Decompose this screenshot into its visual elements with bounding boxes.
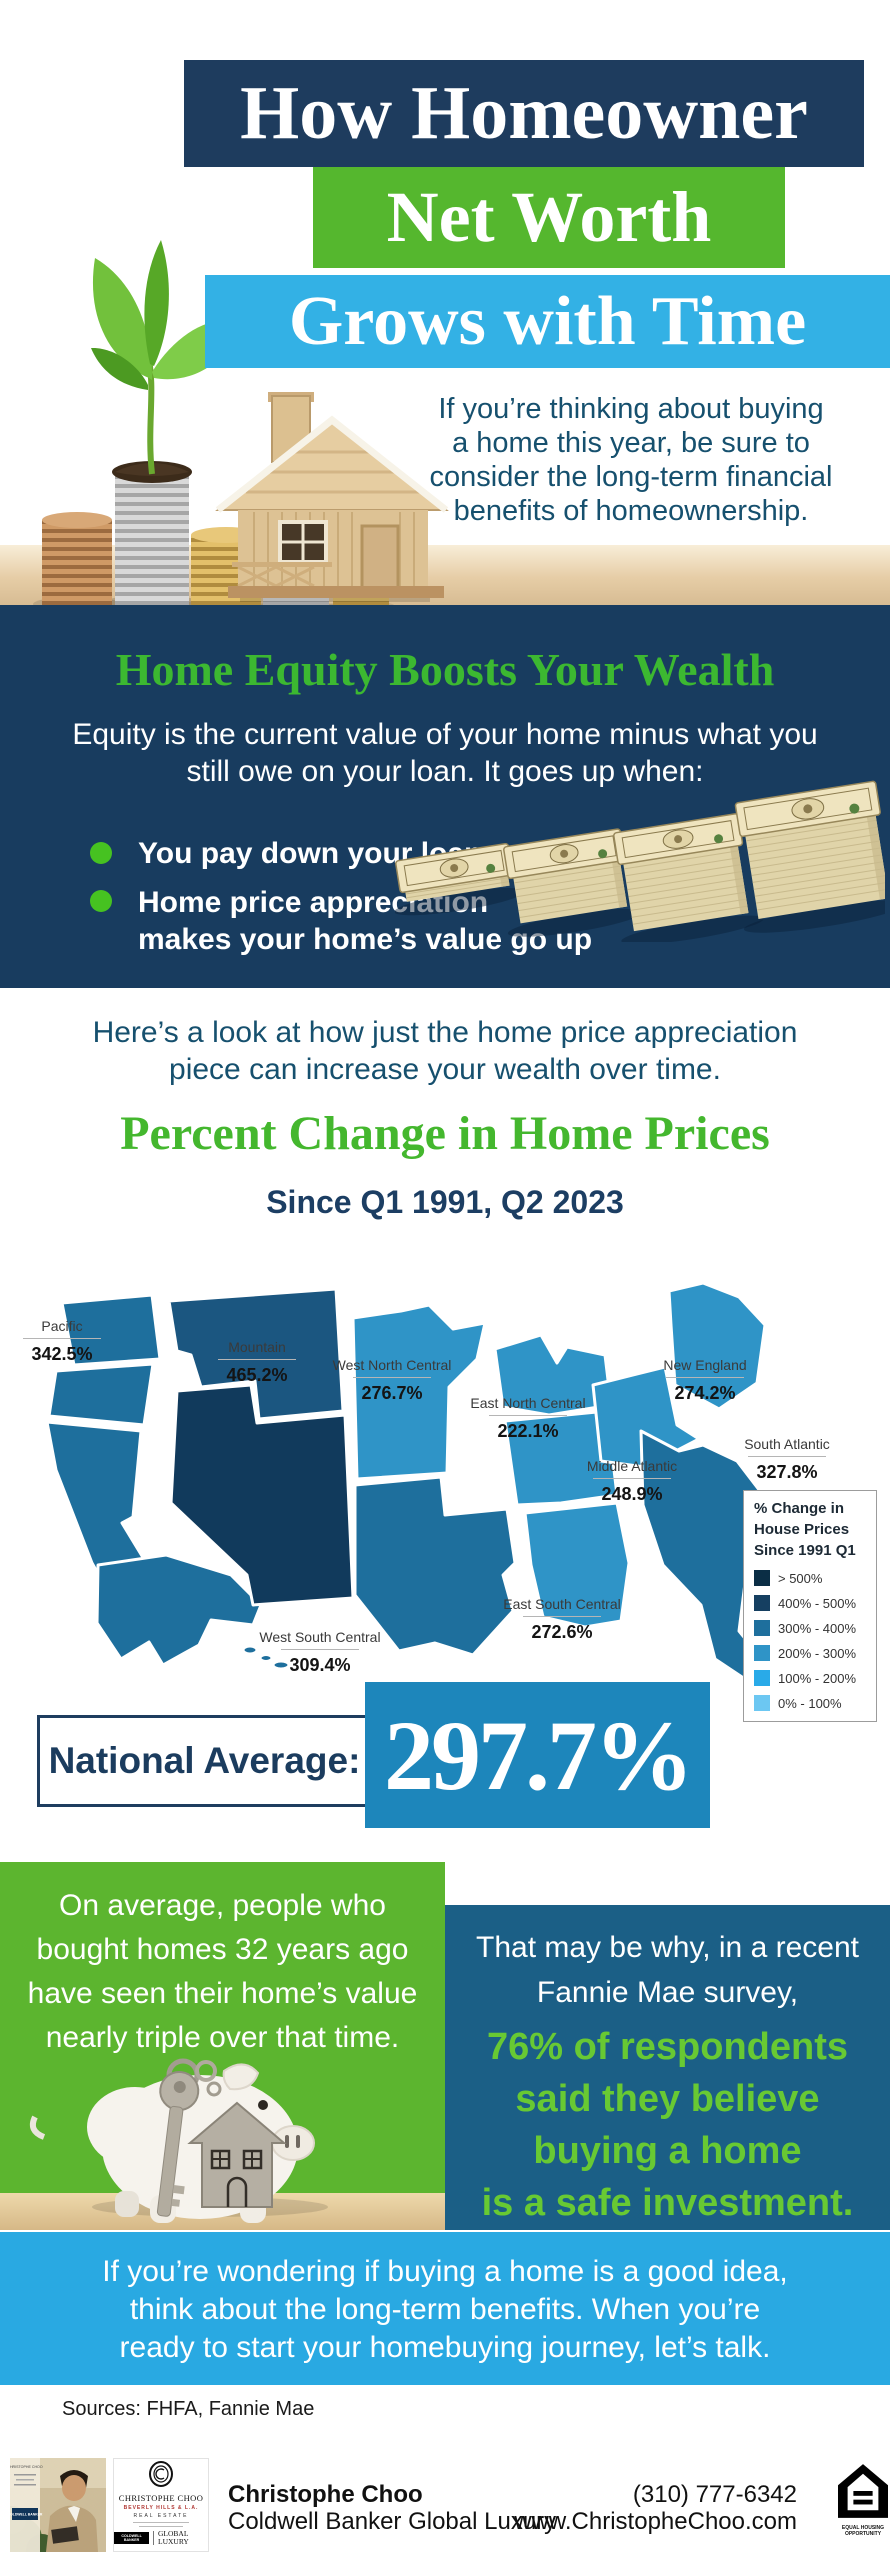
label-divider	[748, 1456, 826, 1457]
region-label-west-south-central: West South Central 309.4%	[259, 1629, 381, 1675]
region-label-new-england: New England 274.2%	[663, 1357, 747, 1403]
logo-brand-name: CHRISTOPHE CHOO	[118, 2493, 204, 2503]
equity-title: Home Equity Boosts Your Wealth	[115, 644, 775, 695]
legend-row: > 500%	[754, 1570, 872, 1586]
logo-area: BEVERLY HILLS & L.A.	[123, 2505, 199, 2511]
agent-logo-card: CHRISTOPHE CHOO BEVERLY HILLS & L.A. REA…	[113, 2458, 209, 2552]
map-legend: % Change in House Prices Since 1991 Q1 >…	[743, 1490, 877, 1722]
monogram-icon	[149, 2461, 173, 2487]
equal-housing-icon	[838, 2464, 888, 2518]
legend-swatch-2	[754, 1620, 770, 1636]
title-line2: Net Worth	[386, 177, 712, 257]
title-bar-line2: Net Worth	[313, 167, 785, 268]
label-divider	[23, 1338, 101, 1339]
legend-row: 100% - 200%	[754, 1670, 872, 1686]
label-divider	[281, 1649, 359, 1650]
piggy-bank-photo	[0, 2058, 445, 2230]
logo-divider	[133, 2522, 189, 2523]
title-bar-line3: Grows with Time	[205, 275, 890, 368]
label-divider	[489, 1415, 567, 1416]
map-title: Percent Change in Home Prices	[120, 1107, 770, 1160]
wooden-house-photo	[215, 392, 449, 602]
hero-intro-paragraph: If you’re thinking about buying a home t…	[429, 393, 833, 527]
legend-row: 200% - 300%	[754, 1645, 872, 1661]
agent-company: Coldwell Banker Global Luxury	[228, 2508, 557, 2535]
label-divider	[218, 1359, 296, 1360]
global-luxury-label: GLOBAL LUXURY	[157, 2529, 189, 2546]
coldwell-banker-chip: COLDWELL BANKER	[114, 2532, 150, 2544]
legend-swatch-0	[754, 1570, 770, 1586]
national-average-label-box: National Average:	[37, 1715, 372, 1807]
agent-website: www.ChristopheChoo.com	[514, 2508, 797, 2535]
equal-housing-block: EQUAL HOUSING OPPORTUNITY	[836, 2464, 890, 2537]
region-label-south-atlantic: South Atlantic 327.8%	[744, 1436, 830, 1482]
equity-background	[0, 605, 890, 988]
green-stat-box: On average, people who bought homes 32 y…	[0, 1862, 445, 2230]
title-bar-line1: How Homeowner	[184, 60, 864, 167]
green-stat-text: On average, people who bought homes 32 y…	[27, 1889, 418, 2054]
region-label-west-north-central: West North Central 276.7%	[332, 1357, 452, 1403]
survey-intro: That may be why, in a recent Fannie Mae …	[476, 1931, 859, 2009]
region-label-middle-atlantic: Middle Atlantic 248.9%	[586, 1458, 678, 1504]
logo-brand-row: COLDWELL BANKER GLOBAL LUXURY	[114, 2530, 208, 2546]
agent-phone: (310) 777-6342	[632, 2481, 797, 2508]
region-label-east-north-central: East North Central 222.1%	[470, 1395, 586, 1441]
equity-description: Equity is the current value of your home…	[72, 718, 818, 788]
title-line3: Grows with Time	[288, 282, 807, 360]
legend-swatch-1	[754, 1595, 770, 1611]
legend-swatch-3	[754, 1645, 770, 1661]
legend-row: 0% - 100%	[754, 1695, 872, 1711]
logo-field: REAL ESTATE	[133, 2513, 189, 2519]
region-label-mountain: Mountain 465.2%	[162, 1338, 352, 1386]
agent-headshot-photo: CHRISTOPHE CHOO COLDWELL BANKER	[10, 2458, 106, 2552]
bullet-dot-icon	[90, 890, 112, 912]
legend-row: 300% - 400%	[754, 1620, 872, 1636]
logo-divider	[139, 2526, 183, 2527]
legend-row: 400% - 500%	[754, 1595, 872, 1611]
blue-stat-box: That may be why, in a recent Fannie Mae …	[445, 1905, 890, 2230]
region-label-pacific: Pacific 342.5%	[0, 1317, 157, 1365]
map-subtitle: Since Q1 1991, Q2 2023	[266, 1184, 624, 1220]
equal-housing-caption: EQUAL HOUSING OPPORTUNITY	[841, 2525, 885, 2537]
national-average-value-box: 297.7%	[365, 1682, 710, 1828]
label-divider	[353, 1377, 431, 1378]
label-divider	[666, 1377, 744, 1378]
survey-highlight: 76% of respondents said they believe buy…	[481, 2026, 854, 2224]
money-stacks-photo	[395, 780, 885, 942]
legend-title: % Change in House Prices Since 1991 Q1	[754, 1500, 856, 1559]
region-label-east-south-central: East South Central 272.6%	[503, 1596, 621, 1642]
photo-brand-bottom: COLDWELL BANKER	[10, 2513, 43, 2517]
label-divider	[593, 1478, 671, 1479]
bullet-dot-icon	[90, 842, 112, 864]
sources-note: Sources: FHFA, Fannie Mae	[62, 2398, 315, 2420]
logo-divider	[153, 2531, 154, 2545]
closing-band: If you’re wondering if buying a home is …	[0, 2232, 890, 2385]
legend-swatch-4	[754, 1670, 770, 1686]
label-divider	[523, 1616, 601, 1617]
transition-paragraph: Here’s a look at how just the home price…	[92, 1016, 798, 1086]
title-line1: How Homeowner	[240, 71, 808, 155]
legend-swatch-5	[754, 1695, 770, 1711]
agent-name: Christophe Choo	[228, 2481, 423, 2508]
photo-brand-top: CHRISTOPHE CHOO	[10, 2465, 43, 2469]
